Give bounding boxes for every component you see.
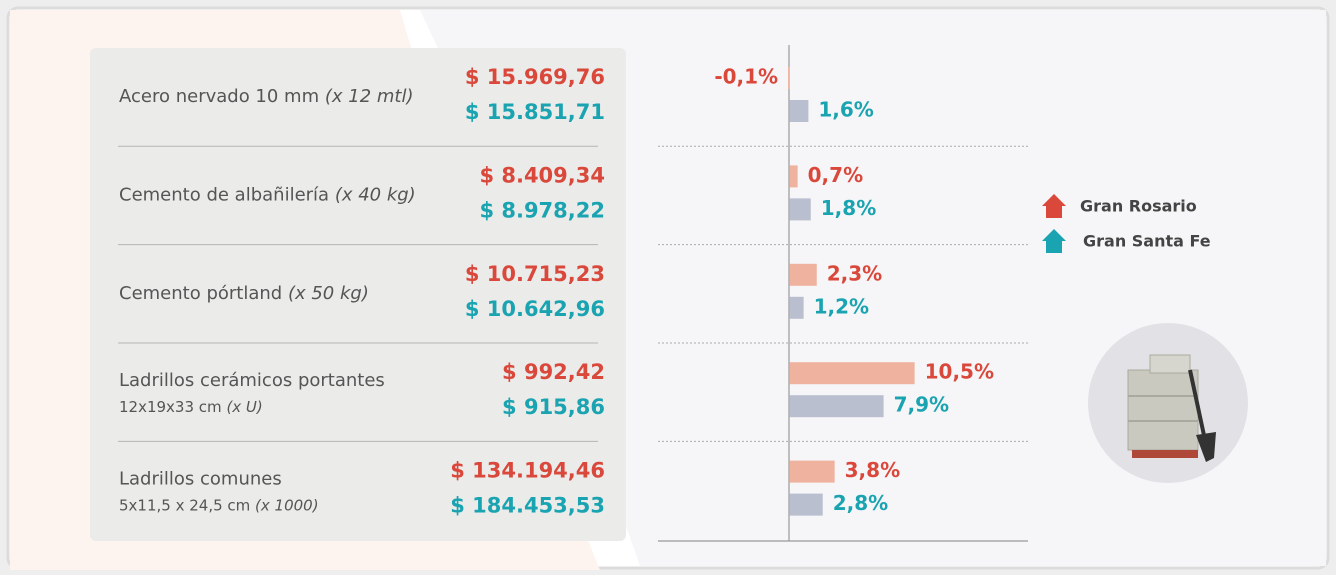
- product-detail: 12x19x33 cm (x U): [119, 398, 263, 416]
- price: $ 134.194,46: [450, 459, 605, 483]
- value-label: 2,3%: [827, 261, 882, 285]
- bar: [789, 494, 822, 516]
- price: $ 15.969,76: [465, 65, 605, 89]
- price: $ 915,86: [502, 395, 605, 419]
- value-label: 3,8%: [845, 458, 900, 482]
- page: Acero nervado 10 mm (x 12 mtl) $ 15.969,7…: [0, 0, 1336, 575]
- legend-label: Gran Santa Fe: [1083, 232, 1211, 251]
- bar: [789, 461, 834, 483]
- bar: [789, 362, 914, 384]
- value-label: 10,5%: [925, 360, 994, 384]
- bar: [789, 165, 797, 187]
- product-name: Ladrillos comunes: [119, 469, 282, 490]
- detail: 12x19x33 cm: [119, 398, 222, 416]
- unit: (x 40 kg): [335, 184, 416, 205]
- value-label: 7,9%: [894, 393, 949, 417]
- price: $ 10.642,96: [465, 297, 605, 321]
- illustration: [1088, 323, 1248, 483]
- unit: (x 50 kg): [288, 283, 369, 304]
- product-detail: 5x11,5 x 24,5 cm (x 1000): [119, 496, 319, 514]
- name: Cemento pórtland: [119, 283, 282, 304]
- product-name: Cemento de albañilería (x 40 kg): [119, 184, 416, 205]
- price: $ 10.715,23: [465, 262, 605, 286]
- unit: (x 12 mtl): [325, 86, 414, 107]
- price: $ 992,42: [502, 360, 605, 384]
- value-label: 0,7%: [808, 163, 863, 187]
- bar: [789, 100, 808, 122]
- name: Cemento de albañilería: [119, 184, 329, 205]
- bar: [789, 198, 810, 220]
- bar: [789, 395, 883, 417]
- price: $ 8.409,34: [479, 163, 605, 187]
- unit: (x U): [226, 398, 262, 416]
- detail: 5x11,5 x 24,5 cm: [119, 496, 250, 514]
- value-label: -0,1%: [714, 65, 778, 89]
- value-label: 1,6%: [818, 98, 873, 122]
- name: Acero nervado 10 mm: [119, 86, 319, 107]
- price: $ 15.851,71: [465, 100, 605, 124]
- bar: [789, 297, 803, 319]
- value-label: 1,8%: [821, 196, 876, 220]
- value-label: 2,8%: [833, 491, 888, 515]
- price: $ 184.453,53: [450, 494, 605, 518]
- value-label: 1,2%: [814, 294, 869, 318]
- bar: [788, 67, 789, 89]
- product-name: Acero nervado 10 mm (x 12 mtl): [119, 86, 414, 107]
- price: $ 8.978,22: [479, 198, 605, 222]
- product-name: Cemento pórtland (x 50 kg): [119, 283, 369, 304]
- bar: [789, 264, 816, 286]
- product-name: Ladrillos cerámicos portantes: [119, 370, 385, 391]
- unit: (x 1000): [255, 496, 319, 514]
- legend-label: Gran Rosario: [1080, 197, 1197, 216]
- infographic: Acero nervado 10 mm (x 12 mtl) $ 15.969,7…: [0, 0, 1336, 575]
